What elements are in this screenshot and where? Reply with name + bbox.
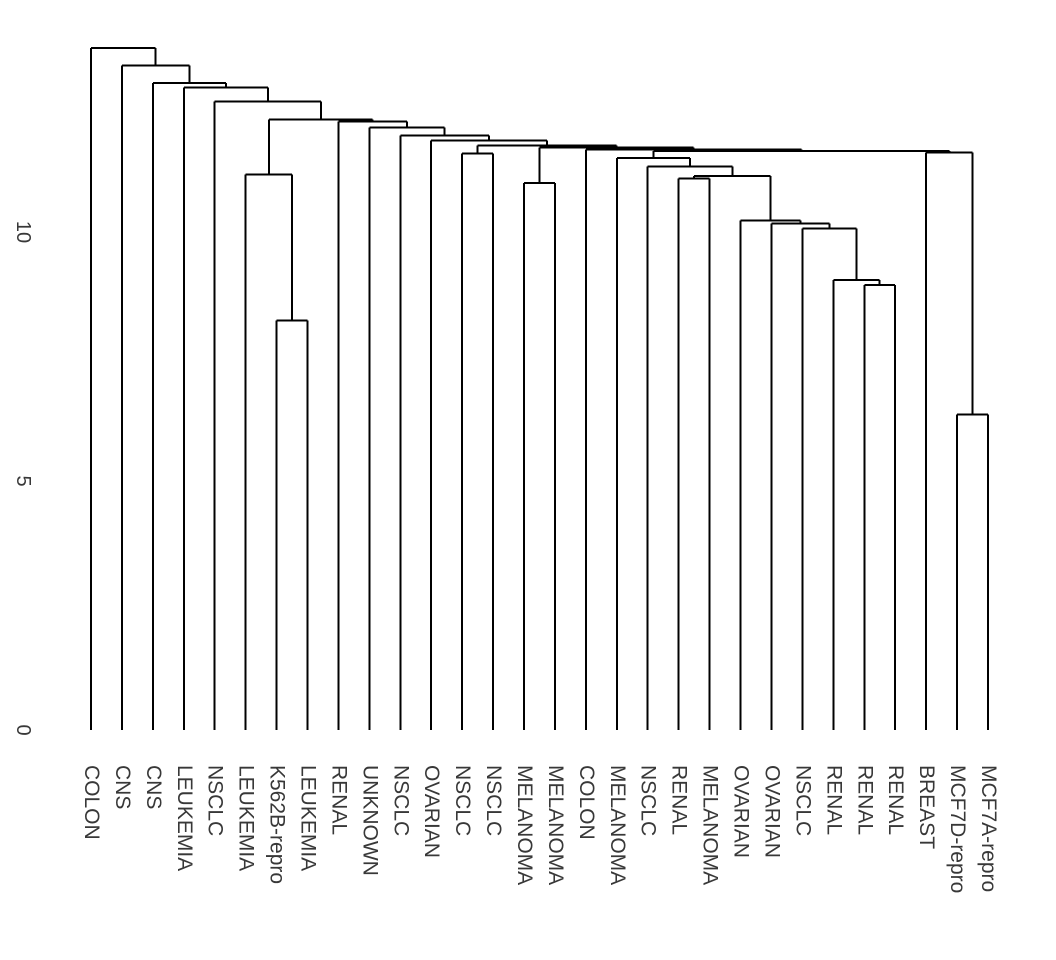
leaf-label-melanoma: MELANOMA [699, 765, 722, 885]
leaf-label-renal: RENAL [853, 765, 876, 835]
leaf-label-leukemia: LEUKEMIA [235, 765, 258, 871]
leaf-label-colon: COLON [80, 765, 103, 840]
leaf-label-leukemia: LEUKEMIA [173, 765, 196, 871]
leaf-label-melanoma: MELANOMA [606, 765, 629, 885]
leaf-label-melanoma: MELANOMA [544, 765, 567, 885]
leaf-label-leukemia: LEUKEMIA [297, 765, 320, 871]
leaf-label-unknown: UNKNOWN [358, 765, 381, 876]
leaf-label-ovarian: OVARIAN [730, 765, 753, 858]
leaf-label-nsclc: NSCLC [451, 765, 474, 836]
leaf-label-renal: RENAL [884, 765, 907, 835]
leaf-label-k562b-repro: K562B-repro [266, 765, 289, 884]
leaf-label-nsclc: NSCLC [204, 765, 227, 836]
y-axis-tick-label: 5 [12, 475, 34, 486]
leaf-label-breast: BREAST [915, 765, 938, 849]
leaf-label-nsclc: NSCLC [389, 765, 412, 836]
leaf-label-cns: CNS [111, 765, 134, 809]
leaf-label-cns: CNS [142, 765, 165, 809]
leaf-label-nsclc: NSCLC [791, 765, 814, 836]
leaf-label-renal: RENAL [822, 765, 845, 835]
leaf-label-ovarian: OVARIAN [760, 765, 783, 858]
leaf-label-nsclc: NSCLC [637, 765, 660, 836]
leaf-label-nsclc: NSCLC [482, 765, 505, 836]
leaf-label-mcf7a-repro: MCF7A-repro [977, 765, 1000, 892]
leaf-label-renal: RENAL [327, 765, 350, 835]
y-axis-tick-label: 10 [12, 221, 34, 243]
y-axis-tick-label: 0 [12, 724, 34, 735]
leaf-label-melanoma: MELANOMA [513, 765, 536, 885]
leaf-label-renal: RENAL [668, 765, 691, 835]
leaf-label-colon: COLON [575, 765, 598, 840]
leaf-label-mcf7d-repro: MCF7D-repro [946, 765, 969, 893]
leaf-label-ovarian: OVARIAN [420, 765, 443, 858]
